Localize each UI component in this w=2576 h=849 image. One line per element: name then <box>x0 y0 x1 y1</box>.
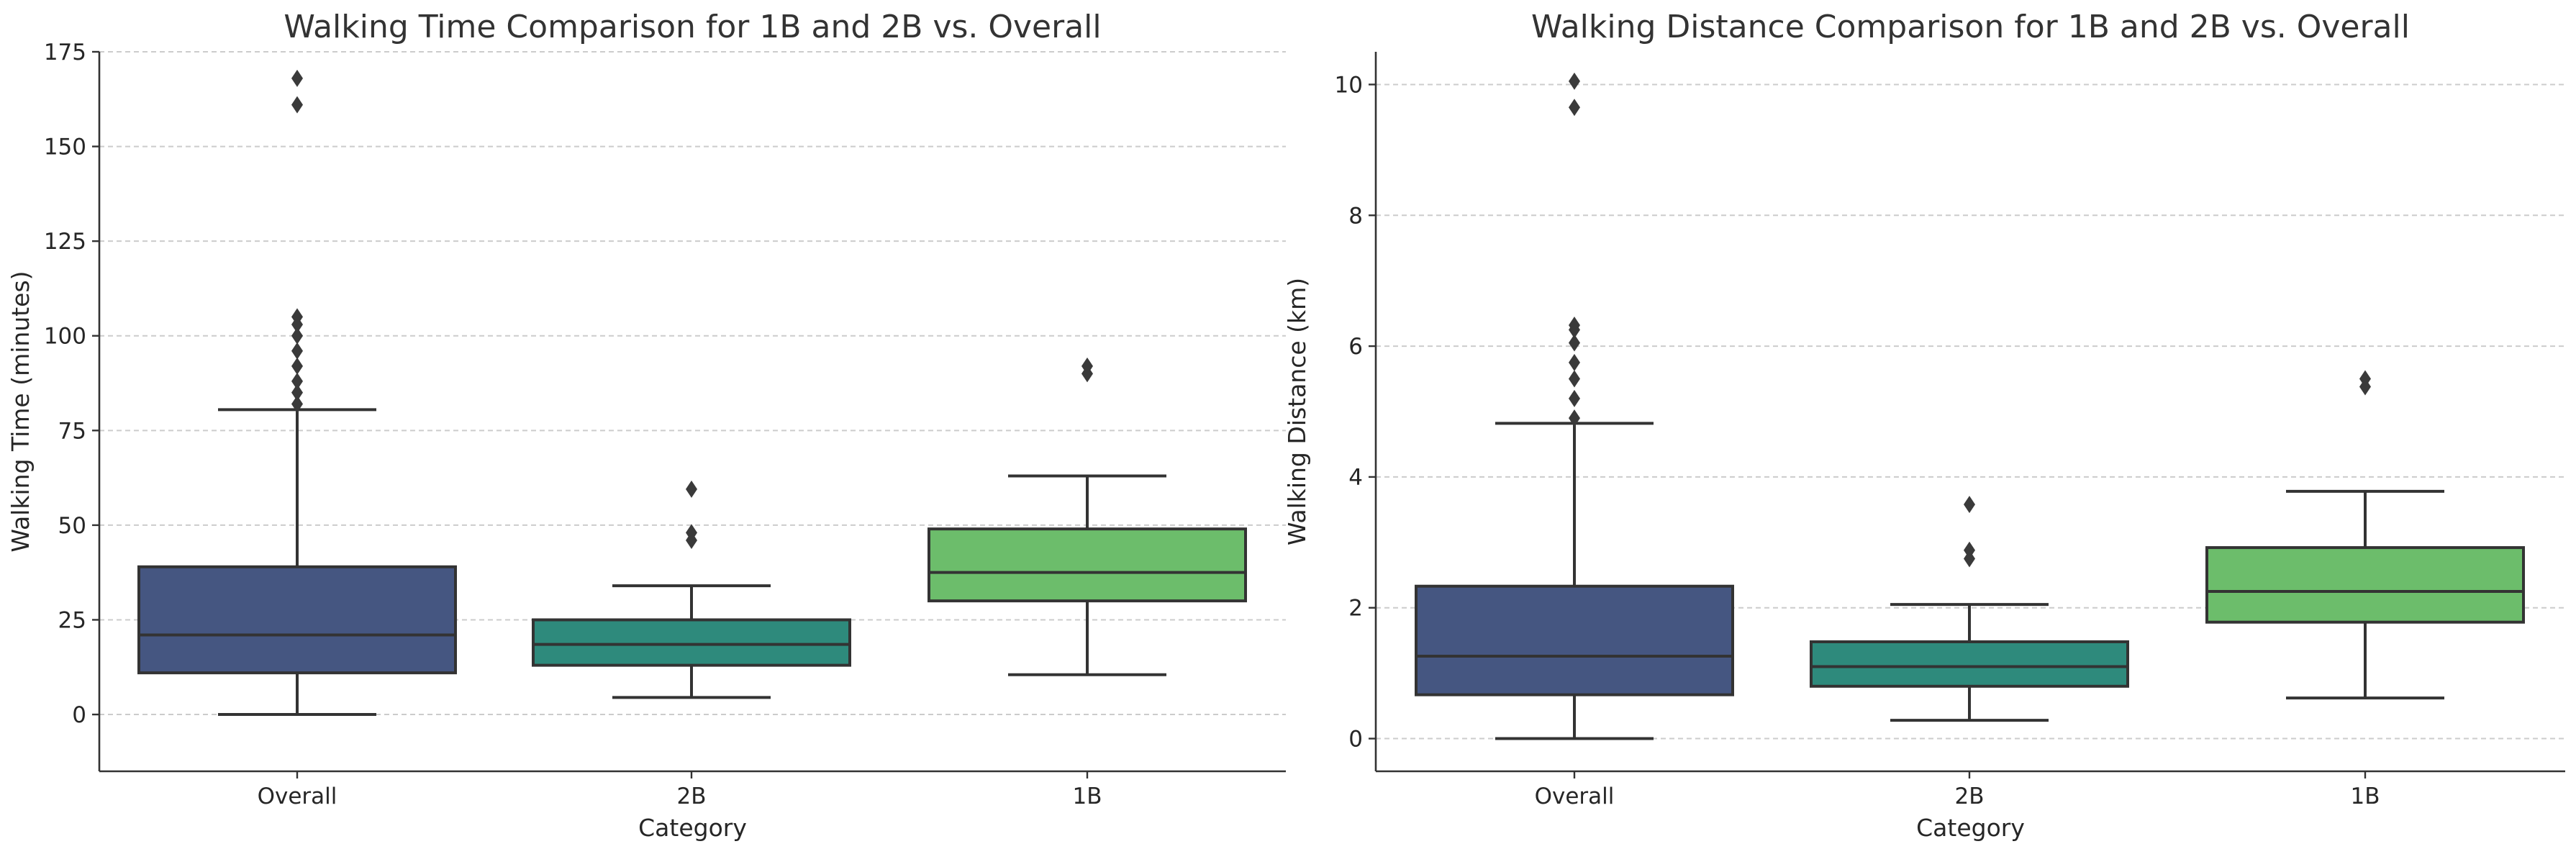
x-tick-label: 1B <box>1073 784 1102 809</box>
iqr-box <box>1810 640 2129 688</box>
y-tick-label: 0 <box>72 702 86 728</box>
box-overall <box>137 69 457 717</box>
iqr-box <box>532 618 851 667</box>
outlier-point <box>1569 409 1580 427</box>
y-axis-label: Walking Time (minutes) <box>6 271 35 552</box>
iqr-box <box>928 527 1247 603</box>
outlier-point <box>291 395 303 413</box>
outlier-point <box>1569 389 1580 407</box>
iqr-box <box>1415 584 1734 696</box>
x-tick-label: 2B <box>677 784 707 809</box>
x-axis-label: Category <box>638 814 747 842</box>
outlier-point <box>1569 72 1580 90</box>
x-axis-label: Category <box>1916 814 2025 842</box>
y-tick-label: 50 <box>58 513 86 539</box>
outlier-point <box>291 383 303 401</box>
y-tick-label: 0 <box>1348 727 1363 753</box>
box-overall <box>1415 72 1734 740</box>
y-tick-label: 4 <box>1348 465 1363 491</box>
x-tick-label: Overall <box>1535 784 1615 809</box>
y-tick-label: 10 <box>1335 72 1363 98</box>
box-1b <box>928 357 1247 676</box>
outlier-point <box>291 327 303 345</box>
box-1b <box>2205 370 2525 700</box>
outlier-point <box>291 372 303 390</box>
y-axis-label: Walking Distance (km) <box>1283 278 1311 545</box>
outlier-point <box>1569 334 1580 352</box>
iqr-box <box>2205 546 2525 624</box>
outlier-point <box>686 480 697 498</box>
y-tick-label: 25 <box>58 607 86 633</box>
outlier-point <box>291 96 303 114</box>
outlier-point <box>1964 496 1975 514</box>
y-tick-label: 125 <box>44 229 86 255</box>
x-tick-label: Overall <box>258 784 337 809</box>
chart-title: Walking Time Comparison for 1B and 2B vs… <box>284 9 1101 45</box>
y-tick-label: 150 <box>44 135 86 160</box>
y-tick-label: 175 <box>44 40 86 65</box>
chart-panel-2: 0 2 4 6 8 10 Overall 2B 1B Category Walking Distan… <box>1283 9 2565 842</box>
outlier-point <box>291 308 303 326</box>
y-tick-label: 100 <box>44 324 86 350</box>
y-tick-label: 2 <box>1348 596 1363 622</box>
outlier-point <box>1081 357 1093 375</box>
chart-panel-1: 0 25 50 75 100 125 150 175 Overall 2B 1B Category Wa… <box>6 9 1286 842</box>
outlier-point <box>2359 370 2371 388</box>
outlier-point <box>1569 353 1580 371</box>
box-2b <box>532 480 851 699</box>
x-tick-label: 2B <box>1955 784 1985 809</box>
outlier-point <box>1569 317 1580 334</box>
outlier-point <box>291 342 303 360</box>
y-tick-label: 8 <box>1348 203 1363 229</box>
box-2b <box>1810 496 2129 722</box>
outlier-point <box>291 69 303 87</box>
outlier-point <box>1569 370 1580 388</box>
x-tick-label: 1B <box>2351 784 2380 809</box>
chart-title: Walking Distance Comparison for 1B and 2… <box>1531 9 2410 45</box>
outlier-point <box>1964 541 1975 559</box>
outlier-point <box>1569 99 1580 117</box>
outlier-point <box>686 524 697 542</box>
y-tick-label: 6 <box>1348 334 1363 360</box>
outlier-point <box>291 357 303 375</box>
y-tick-label: 75 <box>58 418 86 444</box>
iqr-box <box>137 565 457 675</box>
